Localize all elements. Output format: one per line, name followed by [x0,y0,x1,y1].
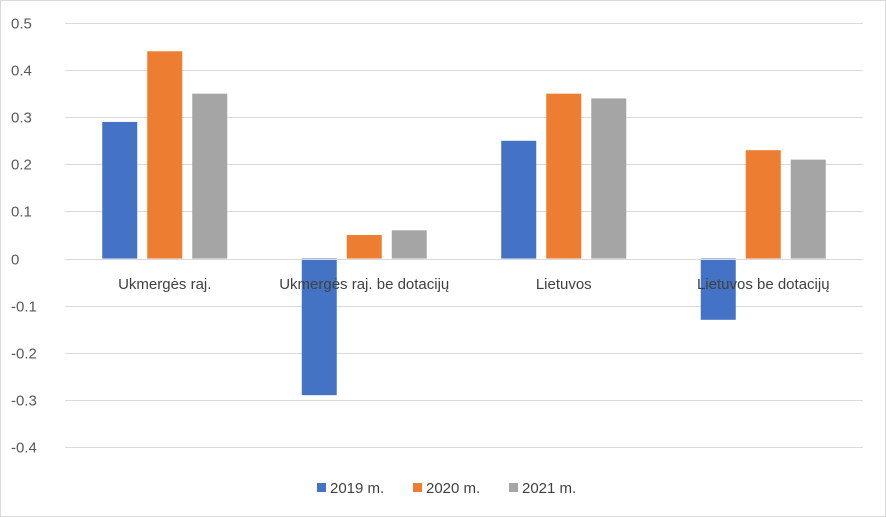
bar-2-2 [346,235,382,259]
category-label: Lietuvos be dotacijų [697,276,830,293]
y-tick-label: 0.3 [11,110,32,127]
bar-2-3 [546,93,582,259]
y-tick-label: 0.4 [11,63,32,80]
category-label: Lietuvos [536,276,592,293]
bar-3-3 [591,98,627,259]
legend-label: 2021 m. [522,480,576,497]
legend-label: 2020 m. [426,480,480,497]
bar-3-2 [391,230,427,259]
y-axis-tick-labels: 0.5 0.4 0.3 0.2 0.1 0 -0.1 -0.2 -0.3 -0.4 [11,16,37,457]
bar-2-4 [745,150,781,259]
legend-label: 2019 m. [330,480,384,497]
y-tick-label: -0.1 [11,299,37,316]
legend-swatch [509,483,518,492]
y-tick-label: -0.2 [11,346,37,363]
bar-1-2 [301,258,337,396]
category-labels: Ukmergės raj. Ukmergės raj. be dotacijų Li… [118,276,829,293]
y-tick-label: -0.3 [11,393,37,410]
bar-3-1 [192,93,228,259]
category-label: Ukmergės raj. be dotacijų [279,276,449,293]
bar-1-4 [700,258,736,320]
bar-2-1 [147,51,183,259]
y-tick-label: 0.2 [11,157,32,174]
legend-swatch [317,483,326,492]
bar-1-1 [102,121,138,259]
gridlines [65,23,863,448]
category-label: Ukmergės raj. [118,276,211,293]
legend: 2019 m. 2020 m. 2021 m. [317,480,576,497]
y-tick-label: 0.1 [11,204,32,221]
y-tick-label: 0.5 [11,16,32,33]
legend-swatch [413,483,422,492]
y-tick-label: 0 [11,252,19,269]
bar-3-4 [790,159,826,259]
bar-1-3 [501,140,537,259]
bars [102,51,826,396]
y-tick-label: -0.4 [11,440,37,457]
